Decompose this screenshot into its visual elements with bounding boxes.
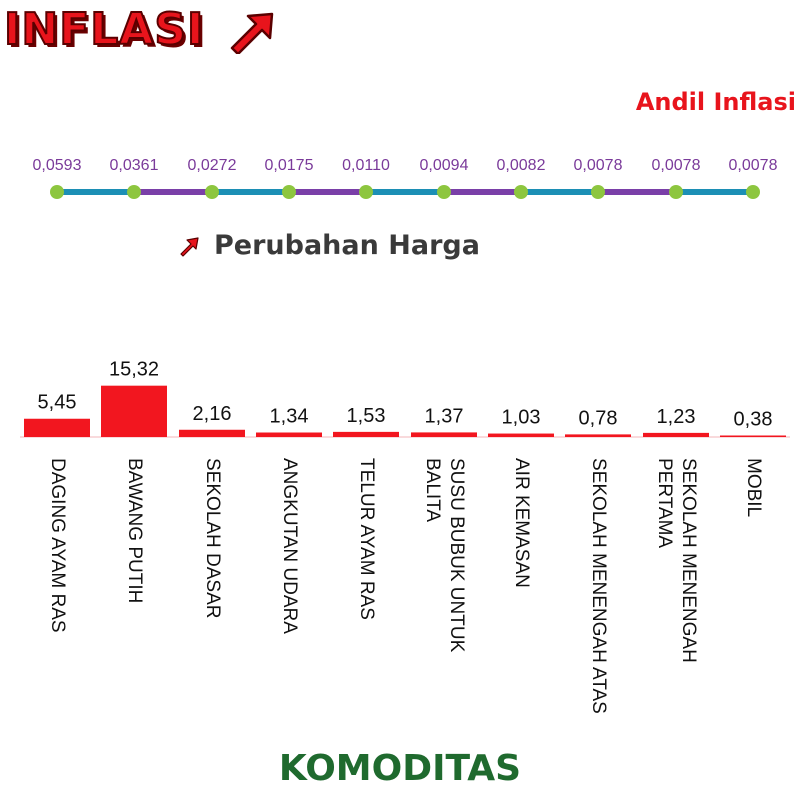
bar (256, 432, 322, 437)
bar (101, 385, 167, 437)
line-data-label: 0,0078 (729, 157, 778, 174)
line-data-label: 0,0078 (574, 157, 623, 174)
bar-data-label: 1,34 (270, 406, 309, 428)
bar (565, 434, 631, 437)
line-point (746, 185, 760, 199)
bar (411, 432, 477, 437)
up-right-arrow-icon (230, 12, 274, 54)
andil-line-series: 0,0593 0,0361 0,0272 0,0175 0,0110 0,0094 0,00… (33, 157, 778, 199)
line-point (127, 185, 141, 199)
bar-data-label: 0,78 (579, 407, 618, 429)
line-data-label: 0,0094 (420, 157, 469, 174)
line-data-label: 0,0593 (33, 157, 82, 174)
line-data-label: 0,0175 (265, 157, 314, 174)
bar (643, 432, 709, 437)
category-label: SEKOLAH DASAR (202, 458, 223, 619)
x-axis-title: KOMODITAS (278, 748, 522, 789)
line-point (514, 185, 528, 199)
bar-data-label: 15,32 (109, 359, 159, 381)
line-data-label: 0,0361 (110, 157, 159, 174)
line-point (205, 185, 219, 199)
line-point (282, 185, 296, 199)
line-point (669, 185, 683, 199)
line-point (591, 185, 605, 199)
category-label: SUSU BUBUK UNTUK (446, 458, 467, 653)
bar-data-label: 2,16 (193, 403, 232, 425)
line-data-label: 0,0272 (188, 157, 237, 174)
perubahan-harga-heading: Perubahan Harga (178, 230, 480, 261)
up-right-arrow-icon (180, 236, 199, 257)
category-label: AIR KEMASAN (511, 458, 532, 588)
category-label: BALITA (422, 458, 443, 522)
bar-data-label: 1,03 (502, 407, 541, 429)
bar (720, 435, 786, 437)
bar-data-label: 0,38 (734, 409, 773, 431)
line-data-label: 0,0082 (497, 157, 546, 174)
bar (179, 429, 245, 437)
category-label: TELUR AYAM RAS (356, 458, 377, 620)
perubahan-bar-series: 5,45 DAGING AYAM RAS 15,32 BAWANG PUTIH 2,16… (20, 359, 790, 714)
category-label: MOBIL (743, 458, 764, 517)
line-point (437, 185, 451, 199)
category-label: PERTAMA (654, 458, 675, 548)
category-label: DAGING AYAM RAS (47, 458, 68, 633)
andil-inflasi-title: Andil Inflasi (635, 88, 796, 116)
category-label: BAWANG PUTIH (124, 458, 145, 603)
page-title: INFLASI (3, 3, 205, 56)
bar-data-label: 1,23 (657, 406, 696, 428)
line-point (50, 185, 64, 199)
bar (333, 431, 399, 437)
perubahan-harga-title: Perubahan Harga (214, 230, 480, 261)
line-data-label: 0,0078 (652, 157, 701, 174)
line-point (359, 185, 373, 199)
bar (488, 433, 554, 437)
bar-data-label: 5,45 (38, 392, 77, 414)
category-label: SEKOLAH MENENGAH (678, 458, 699, 663)
bar (24, 418, 90, 437)
line-data-label: 0,0110 (342, 157, 390, 174)
category-label: SEKOLAH MENENGAH ATAS (588, 458, 609, 714)
category-label: ANGKUTAN UDARA (279, 458, 300, 634)
bar-data-label: 1,53 (347, 405, 386, 427)
bar-data-label: 1,37 (425, 405, 464, 427)
